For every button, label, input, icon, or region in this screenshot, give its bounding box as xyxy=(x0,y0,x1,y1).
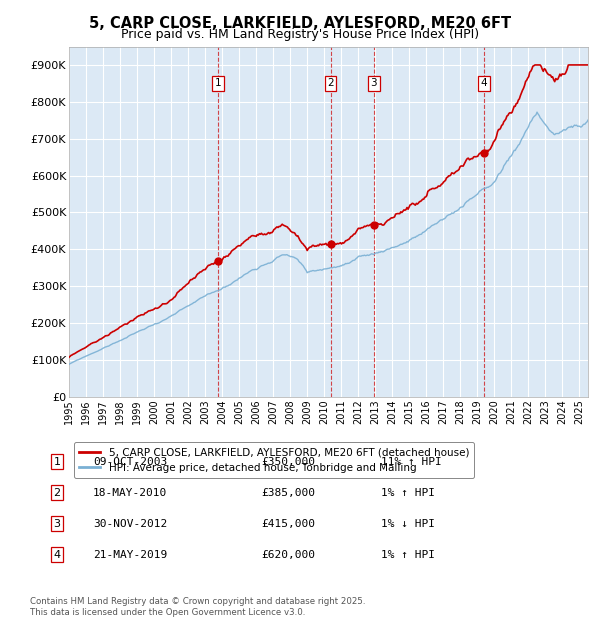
Legend: 5, CARP CLOSE, LARKFIELD, AYLESFORD, ME20 6FT (detached house), HPI: Average pri: 5, CARP CLOSE, LARKFIELD, AYLESFORD, ME2… xyxy=(74,442,474,478)
Text: 1% ↑ HPI: 1% ↑ HPI xyxy=(381,488,435,498)
Text: 2: 2 xyxy=(53,488,61,498)
Text: 4: 4 xyxy=(481,78,487,89)
Text: 09-OCT-2003: 09-OCT-2003 xyxy=(93,457,167,467)
Text: £415,000: £415,000 xyxy=(261,519,315,529)
Text: 2: 2 xyxy=(327,78,334,89)
Text: 1% ↑ HPI: 1% ↑ HPI xyxy=(381,550,435,560)
Text: 5, CARP CLOSE, LARKFIELD, AYLESFORD, ME20 6FT: 5, CARP CLOSE, LARKFIELD, AYLESFORD, ME2… xyxy=(89,16,511,30)
Text: 1% ↓ HPI: 1% ↓ HPI xyxy=(381,519,435,529)
Text: 1: 1 xyxy=(53,457,61,467)
Text: 3: 3 xyxy=(370,78,377,89)
Text: £620,000: £620,000 xyxy=(261,550,315,560)
Text: £385,000: £385,000 xyxy=(261,488,315,498)
Text: 30-NOV-2012: 30-NOV-2012 xyxy=(93,519,167,529)
Text: 3: 3 xyxy=(53,519,61,529)
Text: 21-MAY-2019: 21-MAY-2019 xyxy=(93,550,167,560)
Text: 11% ↑ HPI: 11% ↑ HPI xyxy=(381,457,442,467)
Text: Price paid vs. HM Land Registry's House Price Index (HPI): Price paid vs. HM Land Registry's House … xyxy=(121,28,479,41)
Text: 1: 1 xyxy=(215,78,221,89)
Text: Contains HM Land Registry data © Crown copyright and database right 2025.
This d: Contains HM Land Registry data © Crown c… xyxy=(30,598,365,617)
Text: 18-MAY-2010: 18-MAY-2010 xyxy=(93,488,167,498)
Text: 4: 4 xyxy=(53,550,61,560)
Text: £350,000: £350,000 xyxy=(261,457,315,467)
